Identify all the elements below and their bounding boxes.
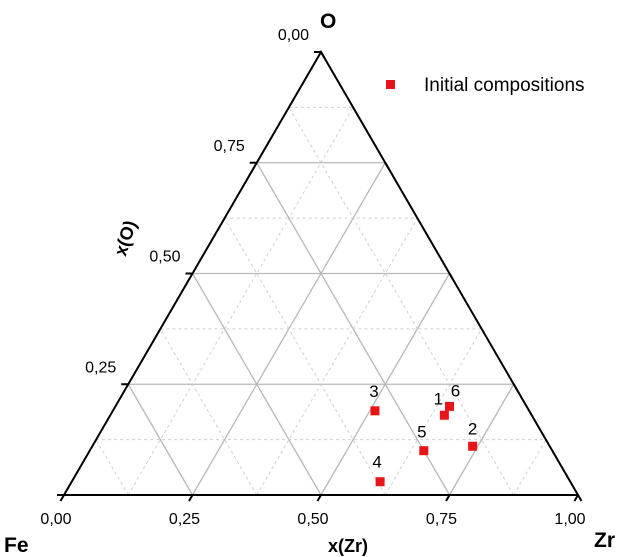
- grid-line: [127, 107, 354, 496]
- corner-label-top: O: [320, 10, 336, 33]
- bottom-tick-label: 0,75: [426, 511, 457, 528]
- left-tick-label: 0,50: [149, 249, 180, 266]
- grid-lines: [95, 106, 547, 496]
- corner-label-left: Fe: [4, 534, 29, 557]
- bottom-tick-label: 0,50: [297, 511, 328, 528]
- data-point-label: 1: [434, 389, 443, 408]
- grid-line: [256, 217, 418, 496]
- grid-line: [127, 383, 194, 496]
- bottom-axis-tick: [316, 494, 322, 502]
- data-points: 1 2 3 4 5 6: [369, 381, 478, 487]
- bottom-tick-label: 1,00: [554, 511, 585, 528]
- data-point-label: 2: [468, 419, 477, 438]
- data-point: [375, 477, 385, 487]
- data-point-label: 5: [417, 423, 426, 442]
- bottom-tick-label: 0,00: [40, 511, 71, 528]
- data-point-label: 3: [369, 382, 378, 401]
- grid-line: [191, 273, 322, 496]
- grid-line: [320, 273, 451, 496]
- data-point-label: 6: [451, 381, 460, 400]
- data-point: [445, 401, 454, 411]
- legend-label: Initial compositions: [424, 75, 585, 96]
- data-point-label: 4: [372, 453, 381, 472]
- grid-line: [513, 439, 547, 496]
- left-axis-title: x(O): [110, 218, 140, 258]
- axis-labels: O Fe Zr x(Zr) x(O) 0,00 0,25 0,50 0,75 1,00 0…: [4, 10, 615, 557]
- right-axis-tick: [320, 51, 326, 59]
- data-point: [370, 406, 380, 416]
- grid-line: [159, 328, 258, 496]
- grid-line: [224, 217, 386, 496]
- left-tick-label: 0,25: [85, 359, 116, 376]
- data-point: [439, 410, 449, 420]
- bottom-tick-label: 0,25: [169, 511, 200, 528]
- axis-ticks: [57, 51, 583, 502]
- data-point: [419, 446, 429, 456]
- right-axis-tick: [448, 272, 454, 281]
- left-tick-label: 0,75: [214, 138, 245, 155]
- grid-line: [288, 107, 515, 496]
- legend: Initial compositions: [386, 75, 585, 96]
- legend-marker: [386, 80, 395, 89]
- grid-line: [95, 439, 129, 496]
- right-axis-tick: [384, 162, 390, 170]
- data-point: [468, 441, 478, 451]
- left-tick-label: 0,00: [278, 27, 309, 44]
- bottom-axis-tick: [573, 494, 579, 502]
- right-axis-tick: [577, 494, 583, 502]
- bottom-axis-tick: [445, 494, 451, 502]
- grid-line: [448, 383, 515, 496]
- grid-line: [384, 328, 483, 496]
- bottom-axis-tick: [188, 494, 194, 502]
- right-axis-tick: [512, 383, 519, 391]
- bottom-axis-title: x(Zr): [328, 536, 368, 556]
- corner-label-right: Zr: [594, 529, 615, 552]
